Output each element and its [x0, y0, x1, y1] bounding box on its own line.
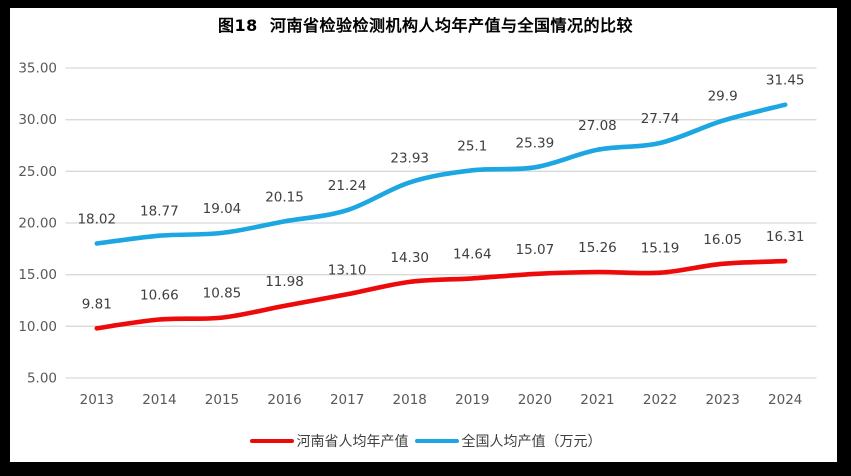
- x-axis-tick-label: 2023: [705, 392, 739, 408]
- data-label: 15.19: [641, 241, 680, 257]
- x-axis-tick-label: 2016: [267, 392, 301, 408]
- x-axis-tick-label: 2019: [455, 392, 489, 408]
- x-axis-tick-label: 2021: [580, 392, 614, 408]
- data-label: 31.45: [766, 73, 805, 89]
- data-label: 19.04: [203, 201, 242, 217]
- legend-label-national: 全国人均产值（万元）: [461, 434, 602, 450]
- data-label: 21.24: [328, 178, 367, 194]
- legend-item-national: 全国人均产值（万元）: [414, 431, 602, 451]
- legend-line-national-icon: [414, 439, 459, 443]
- data-label: 29.9: [708, 89, 738, 105]
- data-label: 27.74: [641, 111, 680, 127]
- y-axis-tick-label: 30.00: [18, 112, 57, 128]
- legend-item-henan: 河南省人均年产值: [249, 431, 409, 451]
- data-label: 16.05: [703, 232, 742, 248]
- y-axis-tick-label: 5.00: [27, 371, 57, 387]
- data-label: 18.02: [77, 211, 116, 227]
- data-label: 13.10: [328, 262, 367, 278]
- data-label: 27.08: [578, 118, 617, 134]
- data-label: 23.93: [390, 150, 429, 166]
- y-axis-tick-label: 25.00: [18, 164, 57, 180]
- x-axis-tick-label: 2018: [393, 392, 427, 408]
- x-axis-tick-label: 2022: [643, 392, 677, 408]
- data-label: 25.1: [457, 138, 487, 154]
- data-label: 15.07: [516, 242, 555, 258]
- x-axis-tick-label: 2017: [330, 392, 364, 408]
- data-label: 10.66: [140, 288, 179, 304]
- x-axis-tick-label: 2015: [205, 392, 239, 408]
- y-axis-tick-label: 10.00: [18, 319, 57, 335]
- legend-label-henan: 河南省人均年产值: [296, 434, 409, 450]
- y-axis-tick-label: 20.00: [18, 216, 57, 232]
- data-label: 20.15: [265, 189, 304, 205]
- x-axis-tick-label: 2014: [142, 392, 176, 408]
- legend-line-henan-icon: [249, 439, 294, 443]
- x-axis-tick-label: 2013: [80, 392, 114, 408]
- series-line-national: [94, 102, 788, 246]
- series-line-henan: [94, 258, 788, 331]
- data-label: 25.39: [516, 135, 555, 151]
- x-axis-tick-label: 2020: [518, 392, 552, 408]
- y-axis-tick-label: 15.00: [18, 267, 57, 283]
- data-label: 11.98: [265, 274, 304, 290]
- data-label: 10.85: [203, 286, 242, 302]
- data-label: 9.81: [82, 296, 112, 312]
- data-label: 18.77: [140, 204, 179, 220]
- chart-title: 图18 河南省检验检测机构人均年产值与全国情况的比较: [218, 16, 633, 35]
- x-axis-tick-label: 2024: [768, 392, 802, 408]
- data-label: 16.31: [766, 229, 805, 245]
- y-axis-tick-label: 35.00: [18, 61, 57, 77]
- data-label: 15.26: [578, 240, 617, 256]
- chart-legend: 河南省人均年产值 全国人均产值（万元）: [0, 431, 851, 451]
- data-label: 14.64: [453, 246, 492, 262]
- data-label: 14.30: [390, 250, 429, 266]
